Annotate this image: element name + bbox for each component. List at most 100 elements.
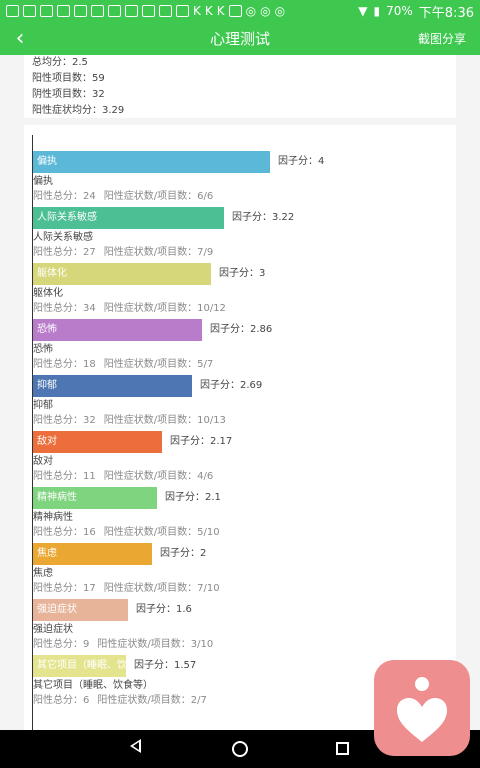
factor-detail: 阳性总分：32 阳性症状数/项目数：10/13 [33,414,234,428]
symptom-ratio: 阳性症状数/项目数：5/10 [103,527,220,538]
factor-detail: 阳性总分：16 阳性症状数/项目数：5/10 [33,526,228,540]
factor-detail: 阳性总分：18 阳性症状数/项目数：5/7 [33,358,221,372]
clock: 下午8:36 [418,5,474,21]
factor-bar: 强迫症状 [33,599,128,621]
app-icon [91,5,104,17]
status-bar: K K K ◎ ◎ ◎ ▼ ▮ 70% 下午8:36 [0,0,480,22]
factor-name: 精神病性 [33,512,73,523]
positive-total: 阳性总分：32 [33,415,96,426]
app-icon [142,5,155,17]
factor-name: 抑郁 [33,400,53,411]
factor-detail: 阳性总分：11 阳性症状数/项目数：4/6 [33,470,221,484]
summary-average: 总均分：2.5 [32,57,88,68]
factor-item: 焦虑 因子分：2 焦虑 阳性总分：17 阳性症状数/项目数：7/10 [33,543,453,599]
positive-total: 阳性总分：27 [33,247,96,258]
factor-item: 强迫症状 因子分：1.6 强迫症状 阳性总分：9 阳性症状数/项目数：3/10 [33,599,453,655]
positive-total: 阳性总分：11 [33,471,96,482]
factor-score-label: 因子分：3.22 [232,212,295,223]
factor-item: 精神病性 因子分：2.1 精神病性 阳性总分：16 阳性症状数/项目数：5/10 [33,487,453,543]
factor-bar: 躯体化 [33,263,211,285]
symptom-ratio: 阳性症状数/项目数：5/7 [103,359,214,370]
chevron-left-icon[interactable]: ‹ [15,26,25,51]
app-icon: ◎ [260,4,271,18]
screenshot-share-button[interactable]: 截图分享 [417,32,466,46]
k-icon: K [216,4,225,18]
symptom-ratio: 阳性症状数/项目数：10/12 [103,303,226,314]
factor-detail: 阳性总分：27 阳性症状数/项目数：7/9 [33,246,221,260]
app-icon: ◎ [245,4,257,18]
wechat-icon [108,5,121,17]
factor-name: 强迫症状 [33,624,73,635]
recent-apps-icon[interactable] [336,742,349,755]
home-icon[interactable] [232,741,248,757]
factor-score-label: 因子分：4 [278,156,325,167]
chart-axis [32,135,33,730]
k-icon: K [204,4,213,18]
factor-name: 恐怖 [33,344,53,355]
app-icon [57,5,70,17]
wifi-icon: ▼ [358,4,368,18]
factor-item: 其它项目（睡眠、饮 因子分：1.57 其它项目（睡眠、饮食等） 阳性总分：6 阳性症状数… [33,655,453,711]
message-icon [6,5,19,17]
wechat-icon [176,5,189,17]
factor-name: 焦虑 [33,568,53,579]
symptom-ratio: 阳性症状数/项目数：7/10 [103,583,220,594]
factor-bar: 敌对 [33,431,162,453]
symptom-ratio: 阳性症状数/项目数：4/6 [103,471,214,482]
factor-item: 躯体化 因子分：3 躯体化 阳性总分：34 阳性症状数/项目数：10/12 [33,263,453,319]
factor-name: 敌对 [33,456,53,467]
positive-total: 阳性总分：16 [33,527,96,538]
app-icon [74,5,87,17]
factor-detail: 阳性总分：9 阳性症状数/项目数：3/10 [33,638,221,652]
factor-item: 恐怖 因子分：2.86 恐怖 阳性总分：18 阳性症状数/项目数：5/7 [33,319,453,375]
factor-detail: 阳性总分：34 阳性症状数/项目数：10/12 [33,302,234,316]
summary-positive-count: 阳性项目数：59 [32,73,105,84]
factor-score-label: 因子分：1.57 [134,660,197,671]
factor-item: 人际关系敏感 因子分：3.22 人际关系敏感 阳性总分：27 阳性症状数/项目数：7/9 [33,207,453,263]
back-icon[interactable] [130,739,141,753]
factor-bar: 精神病性 [33,487,157,509]
factor-bar: 恐怖 [33,319,202,341]
summary-negative-count: 阴性项目数：32 [32,89,105,100]
factor-detail: 阳性总分：17 阳性症状数/项目数：7/10 [33,582,228,596]
symptom-ratio: 阳性症状数/项目数：7/9 [103,247,214,258]
k-icon: K [193,4,201,18]
factor-bar: 其它项目（睡眠、饮 [33,655,126,677]
summary-positive-average: 阳性症状均分：3.29 [32,105,125,116]
factor-item: 偏执 因子分：4 偏执 阳性总分：24 阳性症状数/项目数：6/6 [33,151,453,207]
page-title: 心理测试 [209,30,270,48]
summary-card: 总均分：2.5 阳性项目数：59 阴性项目数：32 阳性症状均分：3.29 [24,55,456,118]
factor-chart: 偏执 因子分：4 偏执 阳性总分：24 阳性症状数/项目数：6/6 人际关系敏感 因子分：3… [24,125,456,730]
positive-total: 阳性总分：24 [33,191,96,202]
factor-score-label: 因子分：2.17 [170,436,233,447]
symptom-ratio: 阳性症状数/项目数：2/7 [97,695,207,706]
positive-total: 阳性总分：6 [33,695,90,706]
check-icon [228,5,242,17]
symptom-ratio: 阳性症状数/项目数：6/6 [103,191,214,202]
app-bar: ‹ 心理测试 截图分享 [0,22,480,55]
factor-score-label: 因子分：2.69 [200,380,263,391]
positive-total: 阳性总分：17 [33,583,96,594]
symptom-ratio: 阳性症状数/项目数：3/10 [97,639,214,650]
factor-bar: 偏执 [33,151,270,173]
notification-icons: K K K ◎ ◎ ◎ [6,4,285,18]
positive-total: 阳性总分：9 [33,639,90,650]
factor-detail: 阳性总分：6 阳性症状数/项目数：2/7 [33,694,215,708]
factor-name: 躯体化 [33,288,63,299]
battery-level: 70% [386,4,413,18]
factor-item: 抑郁 因子分：2.69 抑郁 阳性总分：32 阳性症状数/项目数：10/13 [33,375,453,431]
floating-heart-button[interactable] [374,660,470,756]
symptom-ratio: 阳性症状数/项目数：10/13 [103,415,226,426]
factor-bar: 抑郁 [33,375,192,397]
wechat-icon [125,5,138,17]
factor-item: 敌对 因子分：2.17 敌对 阳性总分：11 阳性症状数/项目数：4/6 [33,431,453,487]
app-icon: ◎ [274,4,286,18]
person-head-icon [412,674,432,694]
factor-score-label: 因子分：3 [219,268,266,279]
factor-score-label: 因子分：2.1 [165,492,221,503]
factor-name: 其它项目（睡眠、饮食等） [33,680,153,691]
factor-score-label: 因子分：2 [160,548,207,559]
positive-total: 阳性总分：34 [33,303,96,314]
factor-score-label: 因子分：2.86 [210,324,273,335]
factor-detail: 阳性总分：24 阳性症状数/项目数：6/6 [33,190,221,204]
